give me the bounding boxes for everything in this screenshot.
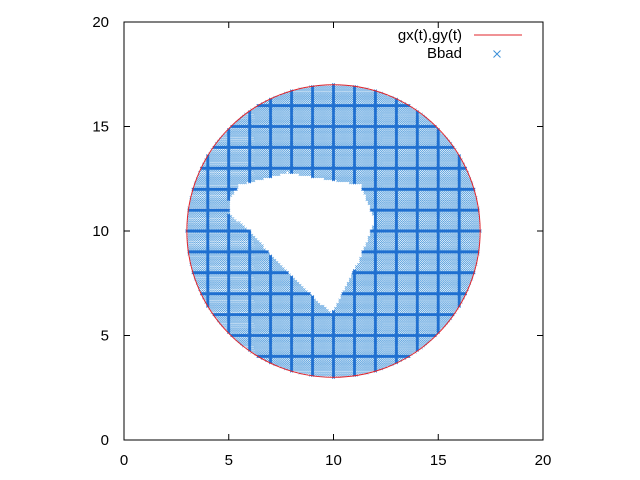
legend-x-marker [493,50,501,58]
x-tick-label: 15 [430,452,447,469]
y-tick-label: 5 [101,328,109,345]
y-tick-label: 10 [92,223,109,240]
y-tick-label: 15 [92,119,109,136]
x-tick-label: 5 [225,452,233,469]
axis-ticks: 0 5 10 15 20 0 5 10 15 20 [92,14,551,469]
y-tick-label: 0 [101,432,109,449]
curve-gx-gy [186,84,481,378]
x-tick-label: 10 [325,452,342,469]
legend-marker-bbad [493,50,501,58]
x-tick-label: 20 [535,452,552,469]
curve-layer [186,84,481,378]
legend: gx(t),gy(t) Bbad [398,27,522,62]
y-tick-label: 20 [92,14,109,31]
legend-label-bbad: Bbad [427,45,462,62]
x-tick-label: 0 [120,452,128,469]
legend-label-curve: gx(t),gy(t) [398,27,462,44]
